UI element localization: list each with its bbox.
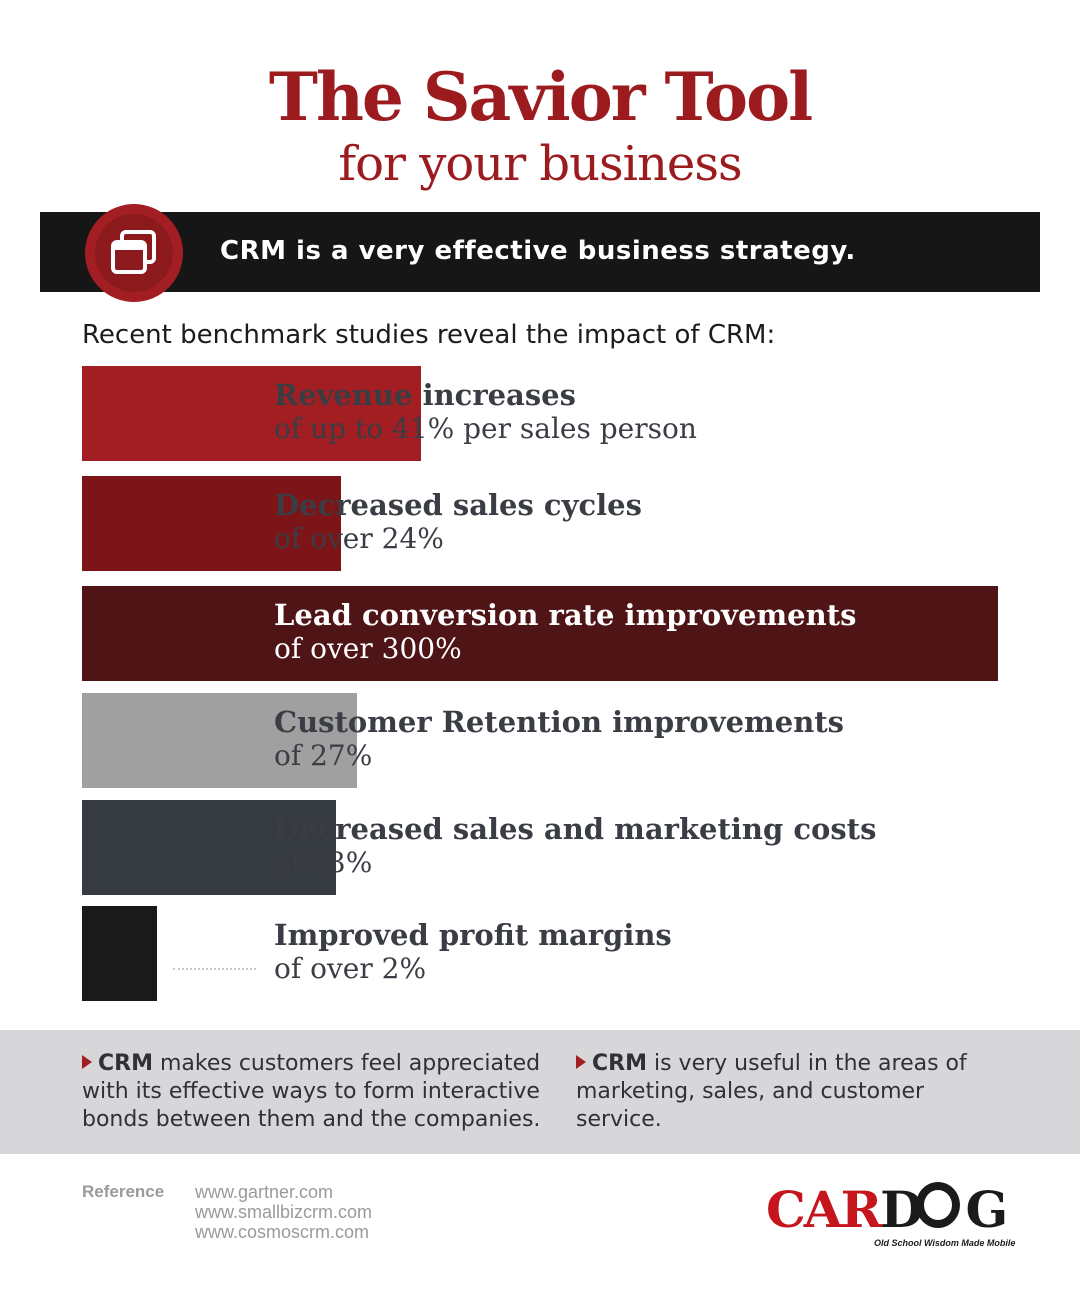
bar-3 [82,586,998,681]
reference-label: Reference [82,1182,165,1201]
bar-6 [82,906,157,1001]
value-label: of over 2% [274,952,427,985]
category-label: Improved profit margins [274,918,672,952]
dog-head-icon [916,1182,960,1228]
bar-2 [82,476,342,571]
logo-text-car: CAR [766,1180,882,1239]
bullet-arrow-icon [82,1055,92,1069]
reference-link[interactable]: www.gartner.com [195,1182,334,1202]
note-areas: CRM is very useful in the areas of marke… [576,1050,1016,1134]
bar-4 [82,693,357,788]
reference-link[interactable]: www.smallbizcrm.com [195,1202,373,1222]
bullet-arrow-icon [576,1055,586,1069]
logo-tagline: Old School Wisdom Made Mobile [874,1238,1016,1248]
category-label: Lead conversion rate improvements [274,598,857,632]
logo-text-g: G [965,1180,1009,1239]
benchmark-bar-chart: Revenue increases of up to 41% per sales … [82,366,998,1001]
page-subtitle: for your business [338,136,742,192]
intro-text: Recent benchmark studies reveal the impa… [82,320,776,350]
value-label: of 27% [274,739,373,772]
note-customers: CRM makes customers feel appreciated wit… [82,1050,552,1134]
category-label: Decreased sales cycles [274,488,642,522]
note-text: is very useful in the areas of marketing… [576,1051,967,1132]
banner-text: CRM is a very effective business strateg… [220,236,856,266]
notes-panel [0,1030,1080,1154]
reference-link[interactable]: www.cosmoscrm.com [195,1222,370,1242]
cardog-logo: CARD G Old School Wisdom Made Mobile [766,1180,1015,1250]
logo-text-d: D [880,1180,923,1239]
value-label: of over 24% [274,522,444,555]
note-text: makes customers feel appreciated with it… [82,1051,541,1132]
value-label: of up to 41% per sales person [274,412,697,445]
page-title: The Savior Tool [268,58,813,136]
bar-1 [82,366,421,461]
leader-line [172,967,256,970]
note-bold: CRM [592,1051,647,1076]
category-label: Decreased sales and marketing costs [274,812,877,846]
window-stack-icon [85,204,183,302]
note-bold: CRM [98,1051,153,1076]
banner [40,212,1040,292]
category-label: Customer Retention improvements [274,705,845,739]
bar-5 [82,800,336,895]
category-label: Revenue increases [274,378,576,412]
value-label: of over 300% [274,632,462,665]
value-label: of 23% [274,846,373,879]
